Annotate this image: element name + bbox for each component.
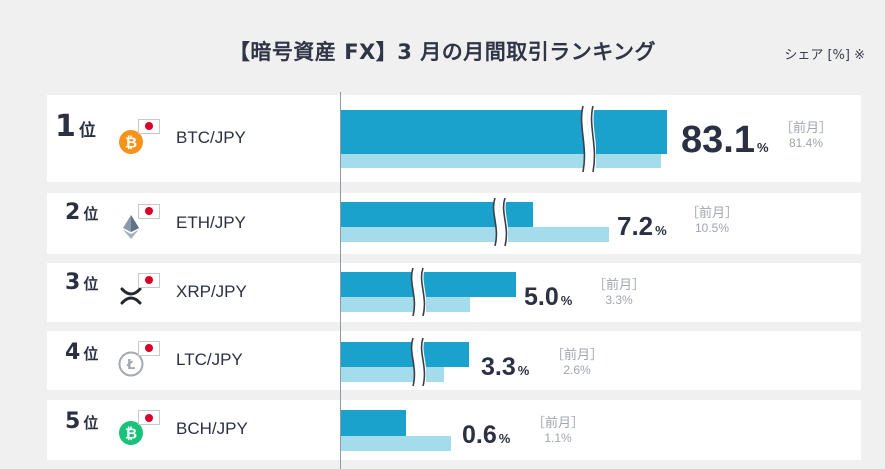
litecoin-icon: Ł <box>117 350 145 378</box>
currency-pair-label: BCH/JPY <box>176 419 248 438</box>
currency-pair-label: ETH/JPY <box>176 212 246 232</box>
svg-text:Ł: Ł <box>126 358 135 373</box>
bar-current-month <box>341 272 516 297</box>
previous-month-value: 3.3% <box>605 293 633 308</box>
japan-flag-icon <box>138 340 160 356</box>
japan-flag-icon <box>138 272 160 288</box>
percent-sign: % <box>655 223 667 238</box>
rank-number: 1 <box>55 109 76 144</box>
svg-text:₿: ₿ <box>125 425 137 443</box>
bar-previous-month <box>341 436 451 451</box>
share-value: 7.2% <box>617 211 667 242</box>
bar-previous-month <box>341 154 661 168</box>
chart-title: 【暗号資産 FX】3 月の月間取引ランキング <box>228 40 657 64</box>
svg-text:₿: ₿ <box>125 133 137 151</box>
share-value-number: 0.6 <box>462 421 497 449</box>
axis-break-mark <box>492 197 509 250</box>
bar-previous-month <box>341 297 470 312</box>
previous-month-label: ［前月］ <box>532 415 585 430</box>
previous-month-box: ［前月］ 10.5% <box>686 205 738 236</box>
bar-current-month <box>341 342 469 367</box>
share-value: 0.6% <box>462 421 510 450</box>
bar-current-month <box>341 110 667 154</box>
rank-suffix: 位 <box>83 205 99 223</box>
axis-break-mark <box>410 337 427 390</box>
ethereum-icon <box>117 213 145 241</box>
rank-suffix: 位 <box>78 121 96 141</box>
xrp-icon <box>117 282 145 310</box>
previous-month-label: ［前月］ <box>686 205 739 220</box>
rank-suffix: 位 <box>83 275 99 293</box>
share-value-number: 7.2 <box>617 211 654 241</box>
previous-month-label: ［前月］ <box>593 277 646 292</box>
percent-sign: % <box>517 363 530 378</box>
rank-suffix: 位 <box>83 345 99 363</box>
previous-month-box: ［前月］ 3.3% <box>593 277 645 308</box>
currency-pair-label: LTC/JPY <box>176 349 243 369</box>
previous-month-label: ［前月］ <box>551 347 604 362</box>
bar-current-month <box>341 410 406 436</box>
share-value-number: 5.0 <box>524 283 559 311</box>
rank-number: 3 <box>65 270 81 295</box>
rank-number: 2 <box>65 200 81 225</box>
currency-pair-label: BTC/JPY <box>176 127 246 147</box>
ranking-row <box>47 400 861 460</box>
percent-sign: % <box>498 431 511 446</box>
percent-sign: % <box>756 140 769 155</box>
share-value: 5.0% <box>524 283 572 312</box>
axis-break-mark <box>580 105 597 176</box>
japan-flag-icon <box>138 118 160 134</box>
share-value-number: 3.3 <box>481 353 516 381</box>
bitcoin-cash-icon: ₿ <box>117 419 145 447</box>
axis-line <box>340 92 341 469</box>
japan-flag-icon <box>138 203 160 219</box>
previous-month-box: ［前月］ 2.6% <box>551 347 603 378</box>
share-value-number: 83.1 <box>681 119 755 161</box>
previous-month-value: 1.1% <box>544 431 572 446</box>
axis-break-mark <box>410 267 427 320</box>
currency-pair-label: XRP/JPY <box>176 281 247 301</box>
share-value: 83.1% <box>681 119 769 162</box>
share-value: 3.3% <box>481 353 529 382</box>
unit-note: シェア [%] ※ <box>784 48 865 63</box>
bar-previous-month <box>341 367 444 382</box>
previous-month-box: ［前月］ 1.1% <box>532 415 584 446</box>
percent-sign: % <box>560 293 573 308</box>
japan-flag-icon <box>138 410 160 425</box>
previous-month-value: 10.5% <box>694 221 730 236</box>
bitcoin-icon: ₿ <box>117 128 145 156</box>
rank-number: 4 <box>65 340 81 365</box>
previous-month-value: 81.4% <box>788 136 824 151</box>
rank-suffix: 位 <box>83 414 99 432</box>
bar-previous-month <box>341 227 609 242</box>
previous-month-value: 2.6% <box>563 363 591 378</box>
previous-month-box: ［前月］ 81.4% <box>780 120 832 151</box>
previous-month-label: ［前月］ <box>780 120 833 135</box>
rank-number: 5 <box>65 409 81 434</box>
